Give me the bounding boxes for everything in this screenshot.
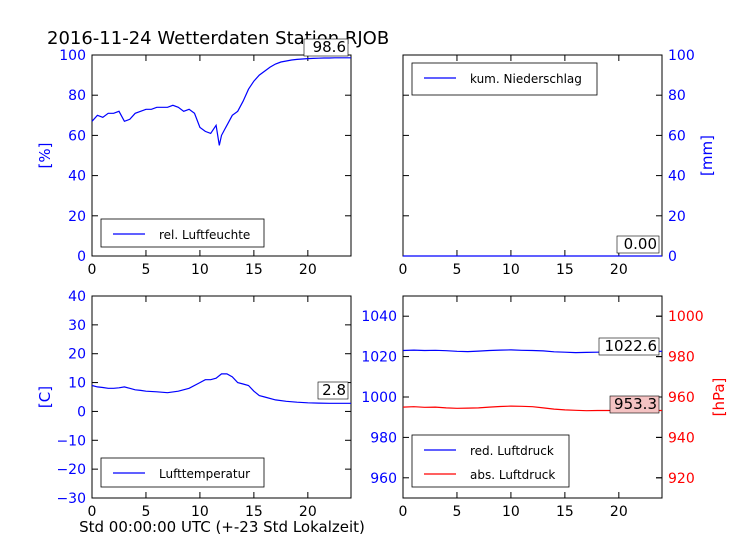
pressure-panel: 0 5 10 15 20 960 980 1000 1020 1040 920 940 960 980 10… [361,295,728,520]
temperature-y-tick-label: −10 [56,433,86,449]
temperature-value-annotation-box-0 [317,381,349,400]
temperature-y-tick-label: 20 [68,347,86,363]
pressure-y2-tick-label: 960 [668,390,695,406]
pressure-value-annotation-box-1 [609,395,660,414]
temperature-panel: 0 5 10 15 20 −30 −20 −10 0 10 20 30 40 [C] Lufttempera… [36,289,352,520]
precipitation-legend-box [411,62,598,96]
pressure-x-tick-label: 20 [610,504,628,520]
humidity-x-tick-label: 10 [191,262,209,278]
humidity-y-tick-label: 80 [68,88,86,104]
temperature-x-tick-label: 10 [191,504,209,520]
temperature-y-tick-label: 0 [77,404,86,420]
temperature-y-tick-label: 30 [68,318,86,334]
precipitation-value-annotation-box-0 [616,235,660,254]
humidity-y-axis-label: [%] [36,143,54,169]
pressure-x-tick-label: 10 [502,504,520,520]
pressure-y-tick-label: 960 [370,471,397,487]
humidity-x-tick-label: 15 [245,262,263,278]
pressure-y-axis-label: [hPa] [710,378,728,417]
pressure-x-tick-label: 0 [399,504,408,520]
precipitation-x-tick-label: 0 [399,262,408,278]
humidity-x-tick-label: 5 [141,262,150,278]
humidity-value-annotation-box-0 [303,38,349,57]
humidity-legend-box [100,218,265,248]
precipitation-x-tick-label: 5 [452,262,461,278]
humidity-y-tick-label: 60 [68,128,86,144]
humidity-y-tick-label: 100 [59,48,86,64]
pressure-y-tick-label: 1020 [361,350,397,366]
precipitation-panel: 0 5 10 15 20 0 20 40 60 80 100 [mm] kum. Niederschla… [399,48,716,278]
precipitation-x-tick-label: 15 [556,262,574,278]
humidity-panel: 0 5 10 15 20 0 20 40 60 80 100 [%] rel. Luftfeuchte 9… [36,38,352,278]
pressure-y2-tick-label: 1000 [668,309,704,325]
pressure-value-annotation-0: 1022.6 [605,337,658,355]
figure-x-axis-label: Std 00:00:00 UTC (+-23 Std Lokalzeit) [79,518,365,536]
pressure-y2-tick-label: 940 [668,430,695,446]
temperature-y-tick-label: −30 [56,491,86,507]
pressure-x-tick-label: 15 [556,504,574,520]
precipitation-y-tick-label: 40 [668,169,686,185]
pressure-y2-tick-label: 920 [668,471,695,487]
figure-title: 2016-11-24 Wetterdaten Station RJOB [47,28,389,49]
humidity-x-tick-label: 20 [299,262,317,278]
precipitation-value-annotation-0: 0.00 [624,235,657,253]
humidity-x-tick-label: 0 [88,262,97,278]
temperature-y-tick-label: −20 [56,462,86,478]
temperature-x-tick-label: 15 [245,504,263,520]
temperature-legend-label-0: Lufttemperatur [159,467,250,481]
precipitation-y-tick-label: 100 [668,48,695,64]
temperature-value-annotation-0: 2.8 [322,381,346,399]
temperature-x-tick-label: 5 [141,504,150,520]
temperature-y-tick-label: 10 [68,376,86,392]
temperature-x-tick-label: 20 [299,504,317,520]
humidity-y-tick-label: 20 [68,209,86,225]
pressure-value-annotation-1: 953.3 [614,395,657,413]
humidity-value-annotation-0: 98.6 [313,38,346,56]
humidity-series-line-0 [91,57,351,146]
humidity-y-tick-label: 0 [77,249,86,265]
pressure-y-tick-label: 1040 [361,309,397,325]
pressure-x-tick-label: 5 [452,504,461,520]
temperature-y-axis-label: [C] [36,386,54,408]
pressure-y-tick-label: 980 [370,430,397,446]
temperature-x-tick-label: 0 [88,504,97,520]
precipitation-y-axis-label: [mm] [698,135,716,176]
precipitation-y-tick-label: 0 [668,249,677,265]
precipitation-x-tick-label: 20 [610,262,628,278]
pressure-y-tick-label: 1000 [361,390,397,406]
pressure-legend-label-1: abs. Luftdruck [470,468,555,482]
pressure-legend-box [411,434,570,488]
pressure-legend-label-0: red. Luftdruck [470,444,554,458]
humidity-y-tick-label: 40 [68,169,86,185]
precipitation-y-tick-label: 80 [668,88,686,104]
precipitation-x-tick-label: 10 [502,262,520,278]
precipitation-y-tick-label: 60 [668,128,686,144]
precipitation-legend-label-0: kum. Niederschlag [470,72,582,86]
humidity-legend-label-0: rel. Luftfeuchte [159,228,250,242]
temperature-plot-frame [91,295,352,499]
precipitation-y-tick-label: 20 [668,209,686,225]
temperature-y-tick-label: 40 [68,289,86,305]
humidity-plot-frame [91,54,352,257]
pressure-y2-tick-label: 980 [668,350,695,366]
pressure-value-annotation-box-0 [598,337,660,356]
temperature-series-line-0 [91,373,351,404]
